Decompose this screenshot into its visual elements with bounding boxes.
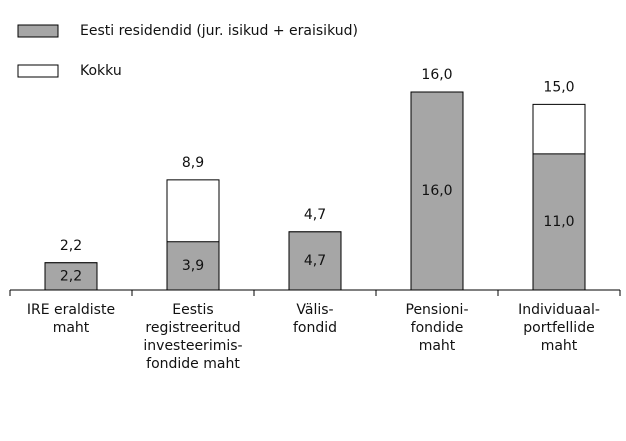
value-label: 15,0: [543, 79, 574, 95]
x-tick-label: fondide maht: [146, 356, 240, 372]
x-tick-label: registreeritud: [145, 320, 240, 336]
x-tick-label: maht: [541, 338, 578, 354]
x-tick-label: fondid: [293, 320, 337, 336]
value-label: 3,9: [182, 258, 204, 274]
value-label: 16,0: [421, 67, 452, 83]
x-tick-label: Individuaal-: [518, 302, 600, 318]
bar: [288, 231, 342, 291]
value-label: 11,0: [543, 214, 574, 230]
legend-swatch: [17, 64, 59, 78]
x-tick-label: portfellide: [523, 320, 594, 336]
x-tick-label: Välis-: [296, 302, 333, 318]
x-tick-label: maht: [53, 320, 90, 336]
bar: [532, 153, 586, 291]
x-tick-label: IRE eraldiste: [27, 302, 115, 318]
value-label: 8,9: [182, 155, 204, 171]
bar: [44, 262, 98, 291]
x-tick-label: investeerimis-: [143, 338, 242, 354]
value-label: 2,2: [60, 268, 82, 284]
x-tick-label: fondide: [411, 320, 464, 336]
legend-label: Kokku: [80, 63, 122, 79]
x-tick-label: Pensioni-: [406, 302, 469, 318]
legend-label: Eesti residendid (jur. isikud + eraisiku…: [80, 23, 358, 39]
legend-swatch: [17, 24, 59, 38]
x-tick-label: Eestis: [172, 302, 213, 318]
value-label: 4,7: [304, 253, 326, 269]
x-tick-label: maht: [419, 338, 456, 354]
value-label: 4,7: [304, 207, 326, 223]
value-label: 16,0: [421, 183, 452, 199]
value-label: 2,2: [60, 238, 82, 254]
